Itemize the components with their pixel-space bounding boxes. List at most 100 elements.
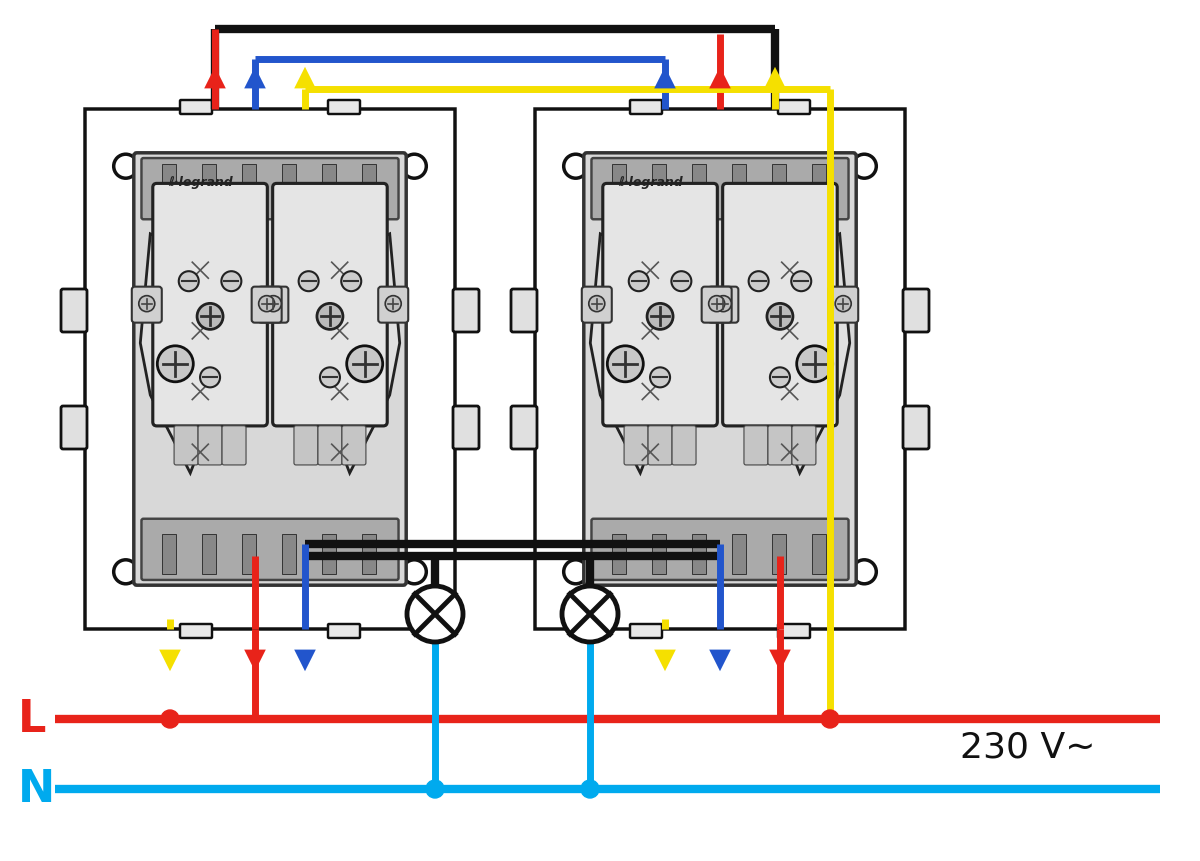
Circle shape: [852, 561, 876, 584]
FancyBboxPatch shape: [322, 534, 336, 574]
FancyBboxPatch shape: [142, 159, 398, 220]
Polygon shape: [245, 650, 266, 672]
Circle shape: [299, 272, 319, 292]
Circle shape: [791, 272, 811, 292]
Circle shape: [317, 304, 343, 330]
FancyBboxPatch shape: [692, 165, 706, 205]
FancyBboxPatch shape: [672, 426, 696, 466]
Circle shape: [709, 296, 725, 313]
FancyBboxPatch shape: [904, 289, 929, 332]
FancyBboxPatch shape: [142, 519, 398, 580]
FancyBboxPatch shape: [174, 426, 198, 466]
Circle shape: [157, 346, 193, 382]
FancyBboxPatch shape: [904, 406, 929, 449]
FancyBboxPatch shape: [242, 534, 256, 574]
FancyBboxPatch shape: [792, 426, 816, 466]
FancyBboxPatch shape: [202, 534, 216, 574]
FancyBboxPatch shape: [652, 534, 666, 574]
Circle shape: [179, 272, 199, 292]
FancyBboxPatch shape: [282, 534, 296, 574]
Circle shape: [402, 561, 426, 584]
Polygon shape: [654, 650, 676, 672]
FancyBboxPatch shape: [652, 165, 666, 205]
Polygon shape: [140, 234, 210, 474]
Circle shape: [749, 272, 769, 292]
Polygon shape: [294, 650, 316, 672]
Circle shape: [770, 368, 790, 388]
Circle shape: [385, 296, 401, 313]
FancyBboxPatch shape: [772, 534, 786, 574]
FancyBboxPatch shape: [454, 289, 479, 332]
Circle shape: [221, 272, 241, 292]
FancyBboxPatch shape: [294, 426, 318, 466]
FancyBboxPatch shape: [61, 289, 88, 332]
Polygon shape: [764, 68, 786, 90]
Circle shape: [402, 155, 426, 179]
Text: N: N: [18, 768, 55, 810]
Circle shape: [715, 296, 731, 313]
Text: ℓ·legrand: ℓ·legrand: [168, 177, 233, 189]
FancyBboxPatch shape: [152, 184, 268, 426]
FancyBboxPatch shape: [708, 288, 738, 323]
Circle shape: [589, 296, 605, 313]
Circle shape: [671, 272, 691, 292]
FancyBboxPatch shape: [282, 165, 296, 205]
Circle shape: [139, 296, 155, 313]
Circle shape: [564, 155, 588, 179]
Circle shape: [647, 304, 673, 330]
Circle shape: [852, 155, 876, 179]
Circle shape: [835, 296, 851, 313]
Polygon shape: [654, 68, 676, 90]
FancyBboxPatch shape: [272, 184, 388, 426]
FancyBboxPatch shape: [322, 165, 336, 205]
FancyBboxPatch shape: [328, 624, 360, 638]
FancyBboxPatch shape: [812, 165, 826, 205]
Text: 230 V∼: 230 V∼: [960, 730, 1096, 764]
Polygon shape: [769, 650, 791, 672]
FancyBboxPatch shape: [85, 110, 455, 629]
FancyBboxPatch shape: [162, 534, 176, 574]
FancyBboxPatch shape: [378, 288, 408, 323]
Polygon shape: [160, 650, 181, 672]
Polygon shape: [709, 650, 731, 672]
FancyBboxPatch shape: [582, 288, 612, 323]
FancyBboxPatch shape: [584, 153, 857, 585]
FancyBboxPatch shape: [198, 426, 222, 466]
Circle shape: [114, 561, 138, 584]
Text: L: L: [18, 697, 47, 740]
FancyBboxPatch shape: [722, 184, 838, 426]
FancyBboxPatch shape: [732, 534, 746, 574]
Circle shape: [114, 155, 138, 179]
Polygon shape: [330, 234, 400, 474]
Circle shape: [341, 272, 361, 292]
FancyBboxPatch shape: [744, 426, 768, 466]
FancyBboxPatch shape: [134, 153, 407, 585]
FancyBboxPatch shape: [732, 165, 746, 205]
Polygon shape: [245, 68, 266, 90]
FancyBboxPatch shape: [242, 165, 256, 205]
Circle shape: [347, 346, 383, 382]
FancyBboxPatch shape: [612, 165, 626, 205]
FancyBboxPatch shape: [630, 101, 662, 115]
FancyBboxPatch shape: [203, 199, 337, 235]
FancyBboxPatch shape: [778, 624, 810, 638]
Circle shape: [200, 368, 220, 388]
FancyBboxPatch shape: [592, 519, 848, 580]
Circle shape: [320, 368, 340, 388]
FancyBboxPatch shape: [778, 101, 810, 115]
FancyBboxPatch shape: [630, 624, 662, 638]
Circle shape: [797, 346, 833, 382]
Circle shape: [564, 561, 588, 584]
Circle shape: [426, 780, 444, 798]
FancyBboxPatch shape: [702, 288, 732, 323]
Circle shape: [581, 780, 599, 798]
Circle shape: [259, 296, 275, 313]
FancyBboxPatch shape: [362, 534, 376, 574]
Polygon shape: [780, 234, 850, 474]
FancyBboxPatch shape: [768, 426, 792, 466]
Circle shape: [767, 304, 793, 330]
FancyBboxPatch shape: [692, 534, 706, 574]
FancyBboxPatch shape: [258, 288, 288, 323]
FancyBboxPatch shape: [454, 406, 479, 449]
FancyBboxPatch shape: [180, 101, 212, 115]
